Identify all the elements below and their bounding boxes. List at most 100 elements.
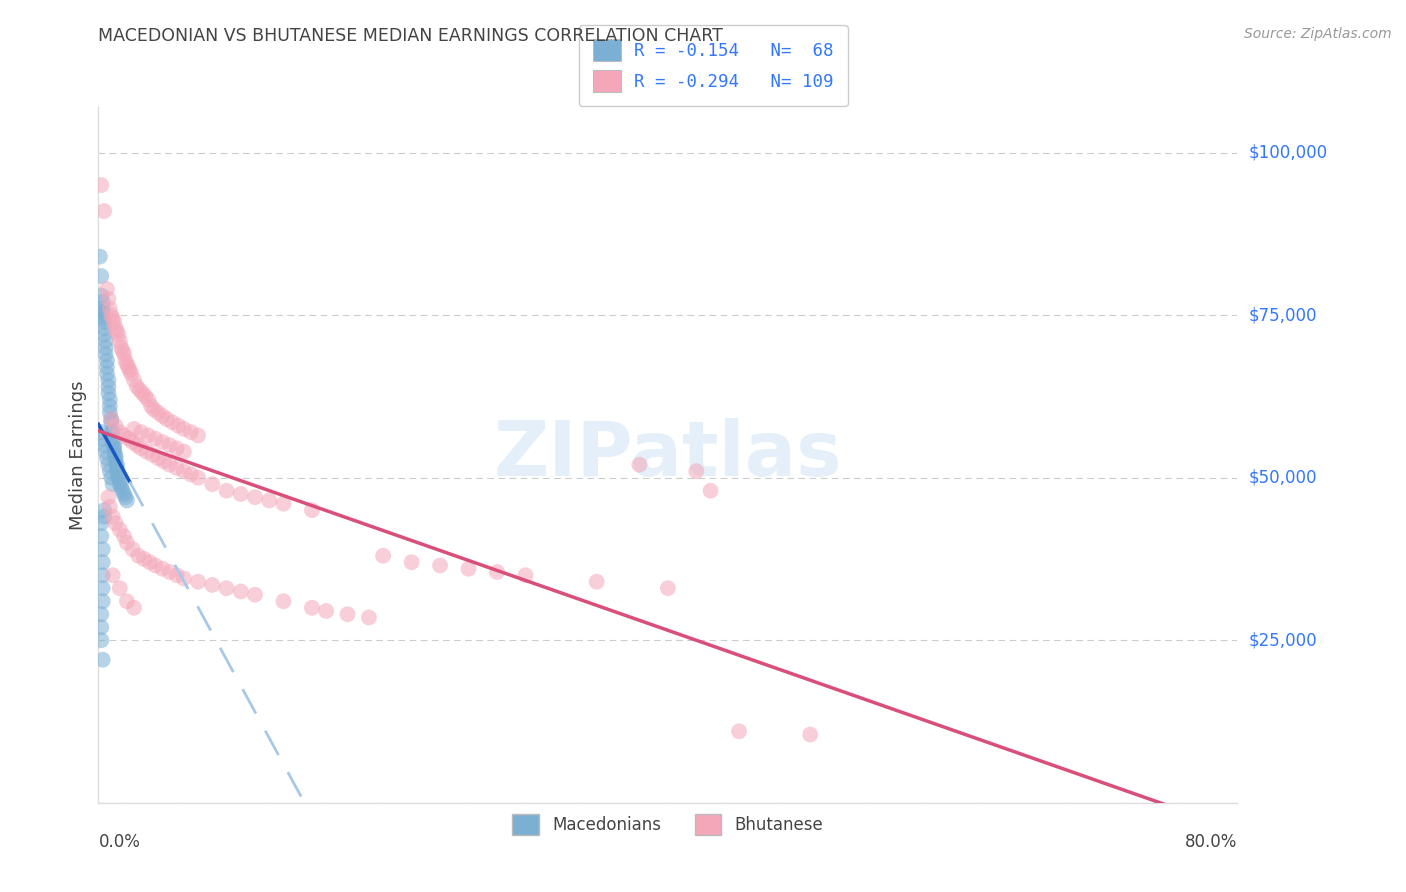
Point <box>90 529 112 543</box>
Point <box>93 438 115 452</box>
Point <box>91 301 114 316</box>
Point <box>148 451 170 466</box>
Point <box>215 581 238 595</box>
Point <box>97 386 120 401</box>
Point <box>91 308 114 322</box>
Point <box>229 584 252 599</box>
Point <box>91 432 114 446</box>
Point <box>152 434 174 449</box>
Point <box>104 448 127 462</box>
Point <box>108 334 131 348</box>
Point <box>142 402 165 417</box>
Point <box>91 581 114 595</box>
Point <box>134 389 156 403</box>
Point <box>201 578 224 592</box>
Point <box>101 432 124 446</box>
Point <box>94 347 117 361</box>
Point <box>93 315 115 329</box>
Point <box>90 178 112 192</box>
Point <box>156 412 179 426</box>
Text: $75,000: $75,000 <box>1249 306 1317 324</box>
Point <box>93 509 115 524</box>
Point <box>373 549 395 563</box>
Text: 0.0%: 0.0% <box>98 833 141 851</box>
Point <box>129 442 152 456</box>
Point <box>105 464 128 478</box>
Point <box>243 588 266 602</box>
Point <box>457 562 479 576</box>
Point <box>167 418 190 433</box>
Point <box>173 422 195 436</box>
Point <box>128 383 150 397</box>
Point <box>103 442 125 456</box>
Point <box>107 327 129 342</box>
Point <box>108 477 131 491</box>
Point <box>98 392 121 407</box>
Text: MACEDONIAN VS BHUTANESE MEDIAN EARNINGS CORRELATION CHART: MACEDONIAN VS BHUTANESE MEDIAN EARNINGS … <box>98 27 723 45</box>
Text: $100,000: $100,000 <box>1249 144 1327 161</box>
Point <box>110 341 132 355</box>
Point <box>121 542 143 557</box>
Point <box>101 311 124 326</box>
Point <box>107 471 129 485</box>
Point <box>122 600 145 615</box>
Point <box>96 282 118 296</box>
Point <box>187 471 209 485</box>
Point <box>104 321 127 335</box>
Point <box>104 451 127 466</box>
Point <box>104 516 127 531</box>
Point <box>112 347 135 361</box>
Point <box>162 416 184 430</box>
Point <box>315 604 337 618</box>
Point <box>136 428 159 442</box>
Point <box>91 311 114 326</box>
Point <box>121 434 143 449</box>
Point <box>127 549 149 563</box>
Point <box>145 432 167 446</box>
Point <box>187 428 209 442</box>
Point <box>152 562 174 576</box>
Point <box>141 448 163 462</box>
Point <box>145 558 167 573</box>
Point <box>101 509 124 524</box>
Point <box>166 442 188 456</box>
Point <box>91 295 114 310</box>
Point <box>117 432 139 446</box>
Point <box>699 483 721 498</box>
Point <box>97 373 120 387</box>
Point <box>111 483 134 498</box>
Point <box>100 425 122 439</box>
Point <box>103 438 125 452</box>
Point <box>125 379 148 393</box>
Point <box>401 555 423 569</box>
Point <box>357 610 380 624</box>
Point <box>96 451 118 466</box>
Point <box>91 305 114 319</box>
Text: $25,000: $25,000 <box>1249 632 1317 649</box>
Point <box>97 490 120 504</box>
Point <box>114 353 136 368</box>
Point <box>101 425 124 439</box>
Point <box>215 483 238 498</box>
Point <box>125 438 148 452</box>
Point <box>148 406 170 420</box>
Point <box>101 568 124 582</box>
Legend: Macedonians, Bhutanese: Macedonians, Bhutanese <box>501 802 835 847</box>
Text: 80.0%: 80.0% <box>1185 833 1237 851</box>
Y-axis label: Median Earnings: Median Earnings <box>69 380 87 530</box>
Point <box>115 357 138 371</box>
Point <box>91 555 114 569</box>
Point <box>93 503 115 517</box>
Point <box>180 467 202 482</box>
Point <box>585 574 607 589</box>
Point <box>96 353 118 368</box>
Point <box>107 467 129 482</box>
Point <box>122 422 145 436</box>
Point <box>98 301 121 316</box>
Point <box>159 458 181 472</box>
Point <box>94 444 117 458</box>
Point <box>93 321 115 335</box>
Point <box>120 367 142 381</box>
Point <box>301 600 323 615</box>
Point <box>273 594 295 608</box>
